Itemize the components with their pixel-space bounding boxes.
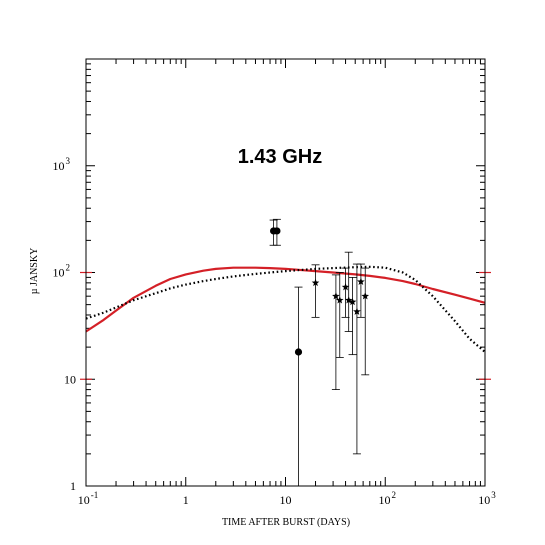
data-point-star [348,297,357,306]
data-point-star [353,307,361,315]
x-tick-label: 10-1 [78,490,99,507]
y-tick-label: 103 [53,156,71,173]
data-point-star [335,296,344,304]
data-point-star [341,283,350,291]
x-axis-label: TIME AFTER BURST (DAYS) [222,517,350,528]
data-point-star [361,292,370,300]
x-tick-label: 102 [379,490,397,507]
model-curves [85,265,486,353]
data-point-star [311,278,320,287]
axis-ticks [85,59,485,487]
data-point-star [357,277,365,285]
model-curve-solid [85,266,486,333]
frequency-annotation: 1.43 GHz [238,146,322,168]
plot-frame [85,58,486,487]
x-tick-label: 103 [478,490,496,507]
y-tick-label: 10 [64,372,76,386]
y-tick-label: 1 [70,479,76,493]
y-axis-label: µ JANSKY [29,248,40,295]
data-point-star [344,296,353,304]
x-tick-label: 1 [183,493,189,507]
model-curve-dotted [85,265,486,353]
data-point-circle [273,227,281,235]
x-tick-label: 10 [280,493,292,507]
data-point-circle [294,348,303,356]
data-point-star [332,292,340,300]
data-points [269,218,370,487]
y-tick-label: 102 [53,263,71,280]
